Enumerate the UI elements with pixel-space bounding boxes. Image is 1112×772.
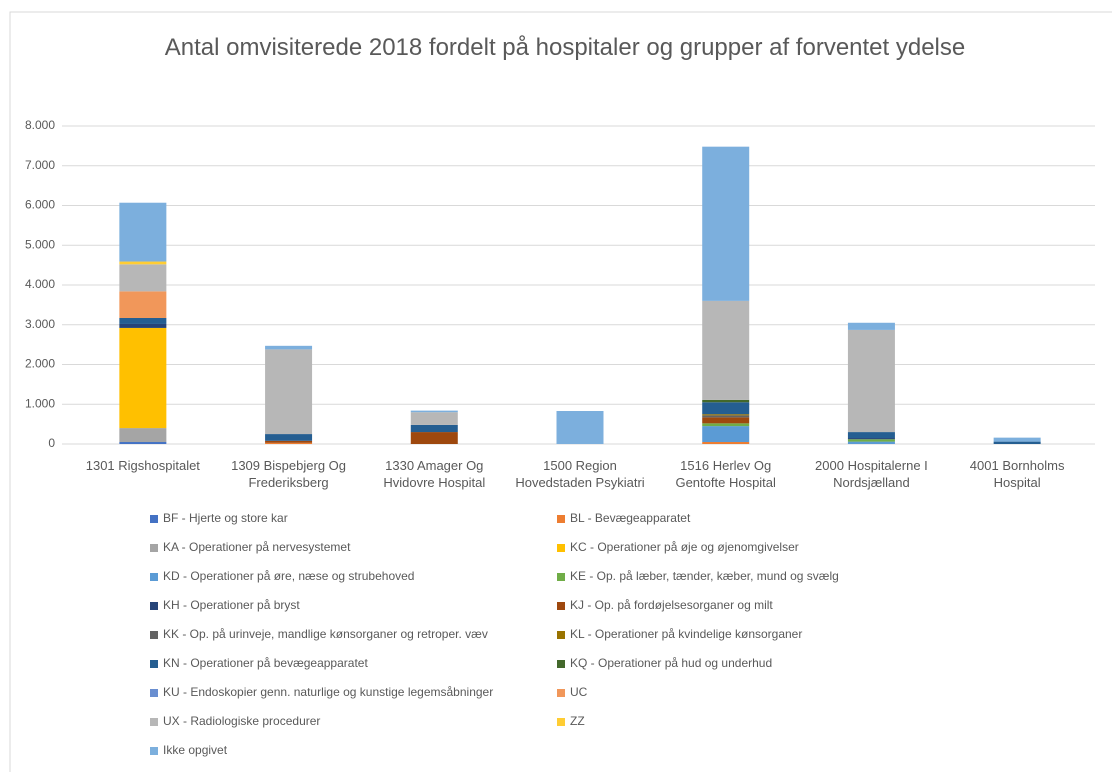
legend-label: UC	[570, 685, 588, 699]
bar-segment	[847, 322, 895, 330]
legend-swatch	[150, 718, 158, 726]
y-tick-label: 0	[48, 436, 55, 450]
bar-segment	[556, 411, 604, 444]
legend-swatch	[557, 660, 565, 668]
bar-segment	[702, 300, 750, 400]
bar-segment	[119, 442, 167, 444]
legend-label: Ikke opgivet	[163, 743, 228, 757]
y-tick-label: 2.000	[25, 357, 55, 371]
y-tick-label: 4.000	[25, 277, 55, 291]
bar-segment	[702, 414, 750, 416]
bar-segment	[410, 412, 458, 425]
bar-segment	[410, 432, 458, 444]
legend-label: KJ - Op. på fordøjelsesorganer og milt	[570, 598, 773, 612]
bar-segment	[993, 441, 1041, 444]
x-tick-label: 1330 Amager Og Hvidovre Hospital	[383, 458, 486, 490]
legend-label: KC - Operationer på øje og øjenomgivelse…	[570, 540, 799, 554]
bar-segment	[702, 402, 750, 415]
legend-swatch	[150, 515, 158, 523]
bar-segment	[265, 349, 313, 435]
bar-segment	[119, 323, 167, 328]
legend-label: KH - Operationer på bryst	[163, 598, 300, 612]
legend-swatch	[150, 573, 158, 581]
legend-swatch	[150, 544, 158, 552]
bar-segment	[119, 291, 167, 318]
legend-swatch	[557, 544, 565, 552]
y-tick-label: 8.000	[25, 118, 55, 132]
y-tick-label: 5.000	[25, 237, 55, 251]
legend-label: UX - Radiologiske procedurer	[163, 714, 320, 728]
y-tick-label: 3.000	[25, 317, 55, 331]
bar-segment	[702, 146, 750, 301]
bar-segment	[702, 415, 750, 418]
legend-swatch	[557, 573, 565, 581]
bar-segment	[847, 441, 895, 444]
x-tick-label: 1301 Rigshospitalet	[85, 458, 200, 473]
bar-segment	[119, 317, 167, 324]
bar-segment	[847, 439, 895, 442]
bar-segment	[847, 329, 895, 433]
bar-segment	[993, 437, 1041, 442]
x-tick-label: 1516 Herlev Og Gentofte Hospital	[675, 458, 776, 490]
chart-border	[9, 11, 1112, 772]
chart-title: Antal omvisiterede 2018 fordelt på hospi…	[164, 34, 966, 61]
legend-swatch	[557, 631, 565, 639]
legend-label: KQ - Operationer på hud og underhud	[570, 656, 772, 670]
bar-segment	[410, 424, 458, 433]
legend-label: KD - Operationer på øre, næse og strubeh…	[163, 569, 414, 583]
x-tick-label: 1309 Bispebjerg Og Frederiksberg	[231, 458, 347, 490]
legend-swatch	[557, 515, 565, 523]
bar-segment	[265, 440, 313, 443]
x-tick-label: 2000 Hospitalerne I Nordsjælland	[815, 458, 928, 490]
bar-segment	[410, 410, 458, 413]
legend-label: KU - Endoskopier genn. naturlige og kuns…	[163, 685, 493, 699]
x-tick-label: 1500 Region Hovedstaden Psykiatri	[515, 458, 645, 490]
y-tick-label: 6.000	[25, 198, 55, 212]
y-tick-label: 7.000	[25, 158, 55, 172]
legend-label: ZZ	[570, 714, 585, 728]
bar-segment	[702, 442, 750, 444]
legend-label: BF - Hjerte og store kar	[163, 511, 288, 525]
bar-segment	[702, 417, 750, 424]
legend-swatch	[150, 747, 158, 755]
legend-swatch	[557, 689, 565, 697]
legend-swatch	[150, 631, 158, 639]
x-tick-label: 4001 Bornholms Hospital	[969, 458, 1065, 490]
legend-swatch	[557, 718, 565, 726]
legend-swatch	[150, 660, 158, 668]
bar-segment	[265, 345, 313, 350]
bar-segment	[847, 438, 895, 440]
legend-label: KK - Op. på urinveje, mandlige kønsorgan…	[163, 627, 488, 641]
legend-swatch	[150, 689, 158, 697]
legend-label: KE - Op. på læber, tænder, kæber, mund o…	[570, 569, 839, 583]
legend-swatch	[150, 602, 158, 610]
bar-segment	[702, 423, 750, 427]
bar-segment	[265, 434, 313, 441]
legend-label: KL - Operationer på kvindelige kønsorgan…	[570, 627, 802, 641]
bar-segment	[119, 202, 167, 262]
bar-segment	[265, 442, 313, 444]
bar-segment	[847, 432, 895, 439]
legend-label: KN - Operationer på bevægeapparatet	[163, 656, 368, 670]
legend-swatch	[557, 602, 565, 610]
y-tick-label: 1.000	[25, 396, 55, 410]
legend-label: KA - Operationer på nervesystemet	[163, 540, 351, 554]
bar-segment	[119, 327, 167, 429]
bar-segment	[119, 261, 167, 265]
bar-segment	[702, 426, 750, 443]
legend-label: BL - Bevægeapparatet	[570, 511, 691, 525]
bar-segment	[119, 264, 167, 292]
bar-segment	[119, 428, 167, 443]
bar-segment	[702, 399, 750, 403]
